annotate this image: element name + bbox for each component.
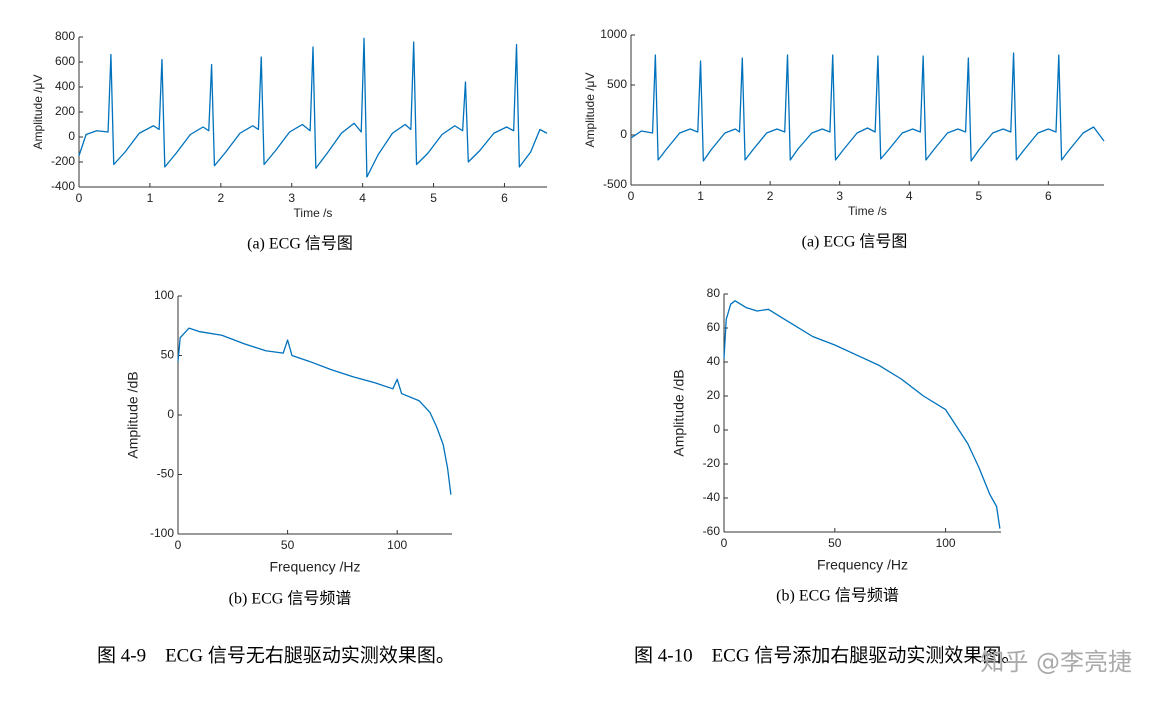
y-axis-label: Amplitude /dB xyxy=(125,371,141,458)
data-line xyxy=(177,327,452,495)
x-tick-label: 50 xyxy=(828,536,842,550)
data-line xyxy=(723,300,1001,529)
y-tick-label: -40 xyxy=(703,490,721,504)
y-tick-label: 100 xyxy=(154,288,174,302)
figure-caption: 图 4-10 ECG 信号添加右腿驱动实测效果图。 xyxy=(634,644,1020,666)
x-tick-label: 100 xyxy=(936,536,956,550)
x-axis-label: Time /s xyxy=(294,206,333,220)
x-axis-label: Time /s xyxy=(848,204,887,218)
data-line xyxy=(630,52,1105,162)
x-tick-label: 0 xyxy=(721,536,728,550)
y-tick-label: 50 xyxy=(161,348,175,362)
y-tick-label: -60 xyxy=(703,524,721,538)
y-tick-label: 1000 xyxy=(600,27,627,41)
caption: (a) ECG 信号图 xyxy=(802,233,908,251)
y-tick-label: -20 xyxy=(703,456,721,470)
x-tick-label: 4 xyxy=(906,189,913,203)
y-tick-label: 200 xyxy=(55,104,75,118)
x-tick-label: 100 xyxy=(387,538,407,552)
y-tick-label: 400 xyxy=(55,79,75,93)
y-tick-label: 0 xyxy=(620,127,627,141)
x-axis-label: Frequency /Hz xyxy=(817,557,908,573)
x-tick-label: 0 xyxy=(175,538,182,552)
y-tick-label: 40 xyxy=(707,354,721,368)
x-tick-label: 5 xyxy=(430,191,437,205)
y-tick-label: 600 xyxy=(55,54,75,68)
y-axis-label: Amplitude /μV xyxy=(583,73,597,148)
y-tick-label: 500 xyxy=(607,77,627,91)
x-tick-label: 0 xyxy=(76,191,83,205)
x-tick-label: 1 xyxy=(147,191,154,205)
x-tick-label: 2 xyxy=(767,189,774,203)
x-tick-label: 50 xyxy=(281,538,295,552)
caption: (b) ECG 信号频谱 xyxy=(776,587,899,605)
x-tick-label: 4 xyxy=(359,191,366,205)
y-tick-label: 0 xyxy=(68,129,75,143)
x-tick-label: 5 xyxy=(975,189,982,203)
y-axis-label: Amplitude /dB xyxy=(671,369,687,456)
y-tick-label: -50 xyxy=(157,467,175,481)
x-tick-label: 2 xyxy=(217,191,224,205)
x-tick-label: 1 xyxy=(697,189,704,203)
y-tick-label: 20 xyxy=(707,388,721,402)
y-tick-label: 800 xyxy=(55,29,75,43)
x-tick-label: 3 xyxy=(288,191,295,205)
watermark: 知乎 @李亮捷 xyxy=(980,648,1132,676)
y-tick-label: -100 xyxy=(150,526,174,540)
caption: (a) ECG 信号图 xyxy=(247,235,353,253)
x-tick-label: 0 xyxy=(628,189,635,203)
y-tick-label: -200 xyxy=(51,154,75,168)
y-tick-label: -500 xyxy=(603,177,627,191)
y-tick-label: 80 xyxy=(707,286,721,300)
y-axis-label: Amplitude /μV xyxy=(31,75,45,150)
y-tick-label: 0 xyxy=(167,407,174,421)
x-tick-label: 6 xyxy=(1045,189,1052,203)
x-axis-label: Frequency /Hz xyxy=(269,559,360,575)
data-line xyxy=(78,37,548,178)
y-tick-label: 60 xyxy=(707,320,721,334)
x-tick-label: 3 xyxy=(836,189,843,203)
y-tick-label: 0 xyxy=(713,422,720,436)
figure-caption: 图 4-9 ECG 信号无右腿驱动实测效果图。 xyxy=(97,644,455,666)
caption: (b) ECG 信号频谱 xyxy=(229,590,352,608)
x-tick-label: 6 xyxy=(501,191,508,205)
y-tick-label: -400 xyxy=(51,179,75,193)
